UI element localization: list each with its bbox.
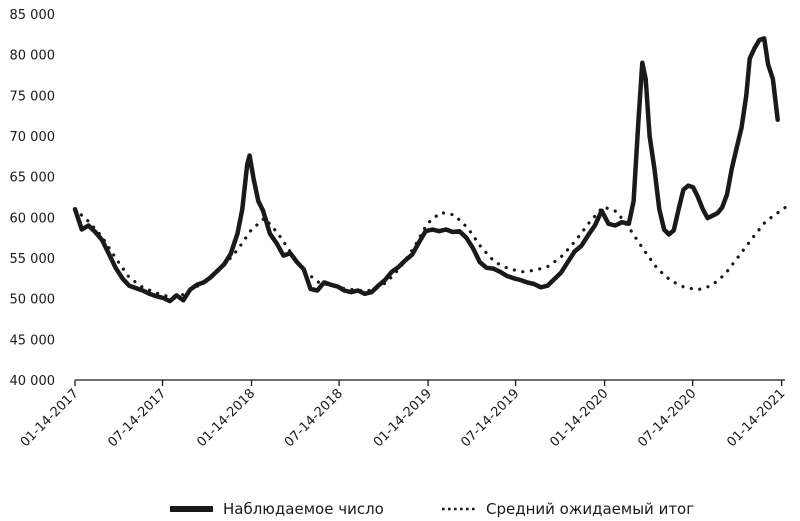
y-axis: 40 000 45 000 50 000 55 000 60 000 65 000 70 0… xyxy=(10,8,56,389)
y-tick-label: 40 000 xyxy=(10,374,56,389)
x-tick-label: 01-14-2019 xyxy=(371,386,435,450)
y-tick-label: 70 000 xyxy=(10,130,56,145)
series-line-expected xyxy=(73,205,787,299)
x-tick-label: 01-14-2017 xyxy=(18,386,82,450)
y-tick-label: 45 000 xyxy=(10,333,56,348)
series-line-observed xyxy=(72,36,780,304)
y-tick-label: 75 000 xyxy=(10,89,56,104)
legend: Наблюдаемое число Средний ожидаемый итог xyxy=(170,500,694,518)
y-tick-label: 85 000 xyxy=(10,8,56,23)
y-tick-label: 80 000 xyxy=(10,49,56,64)
x-tick-label: 07-14-2018 xyxy=(282,386,346,450)
x-tick-label: 01-14-2018 xyxy=(194,386,258,450)
legend-label-observed: Наблюдаемое число xyxy=(223,500,384,518)
x-tick-label: 01-14-2021 xyxy=(724,386,788,450)
x-axis: 01-14-2017 07-14-2017 01-14-2018 07-14-2018… xyxy=(18,379,788,450)
y-tick-label: 65 000 xyxy=(10,171,56,186)
y-tick-label: 55 000 xyxy=(10,252,56,267)
x-tick-label: 01-14-2020 xyxy=(547,386,611,450)
x-tick-label: 07-14-2017 xyxy=(105,386,169,450)
y-tick-label: 60 000 xyxy=(10,211,56,226)
legend-label-expected: Средний ожидаемый итог xyxy=(486,500,694,518)
y-tick-label: 50 000 xyxy=(10,293,56,308)
series-layer xyxy=(72,36,787,304)
x-tick-label: 07-14-2019 xyxy=(458,386,522,450)
x-tick-label: 07-14-2020 xyxy=(635,386,699,450)
